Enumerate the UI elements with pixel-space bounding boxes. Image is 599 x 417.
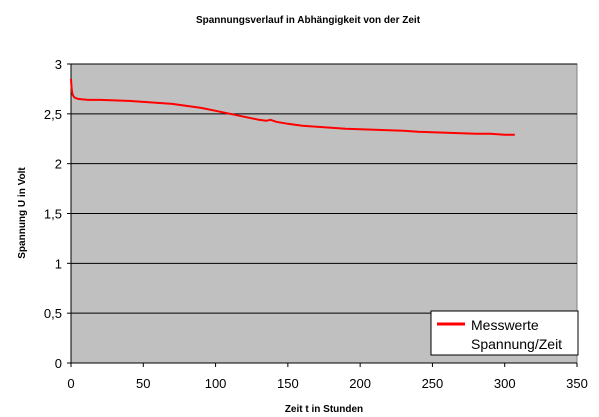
- legend-label-line-2: Spannung/Zeit: [471, 336, 562, 352]
- tick-labels: 0 0,5 1 1,5 2 2,5 3 0 50 100 150 200 250 300 350: [44, 57, 588, 391]
- axes: [67, 63, 578, 367]
- x-tick-label: 300: [494, 376, 516, 391]
- x-tick-label: 250: [422, 376, 444, 391]
- y-tick-label: 0,5: [44, 306, 62, 321]
- x-tick-label: 150: [277, 376, 299, 391]
- legend-label-line-1: Messwerte: [471, 317, 539, 333]
- y-tick-label: 2,5: [44, 107, 62, 122]
- y-tick-label: 1,5: [44, 207, 62, 222]
- y-tick-label: 0: [55, 356, 62, 371]
- x-tick-label: 0: [67, 376, 74, 391]
- series-layer: [70, 78, 515, 136]
- x-axis-label: Zeit t in Stunden: [285, 404, 363, 415]
- y-tick-label: 1: [55, 256, 62, 271]
- x-tick-label: 200: [349, 376, 371, 391]
- legend-box: [430, 310, 579, 356]
- y-tick-label: 2: [55, 157, 62, 172]
- y-axis-label: Spannung U in Volt: [17, 167, 28, 259]
- x-tick-label: 350: [566, 376, 588, 391]
- y-tick-label: 3: [55, 57, 62, 72]
- x-tick-label: 100: [205, 376, 227, 391]
- chart-title: Spannungsverlauf in Abhängigkeit von der…: [196, 15, 421, 26]
- series-line: [70, 78, 515, 136]
- x-tick-label: 50: [136, 376, 150, 391]
- legend: Messwerte Spannung/Zeit: [430, 310, 579, 356]
